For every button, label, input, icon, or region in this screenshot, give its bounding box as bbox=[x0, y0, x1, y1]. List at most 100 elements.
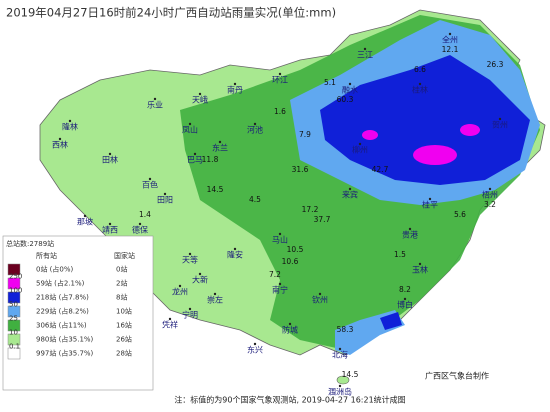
legend-swatch bbox=[7, 319, 21, 332]
rain-amount: 8.2 bbox=[399, 285, 411, 294]
station-dot bbox=[148, 177, 152, 181]
place-name: 贵港 bbox=[402, 230, 418, 240]
place-name: 河池 bbox=[247, 125, 263, 135]
place-name: 天峨 bbox=[192, 95, 208, 105]
station-dot bbox=[253, 342, 257, 346]
station-dot bbox=[233, 247, 237, 251]
rain-area-100 bbox=[362, 130, 378, 140]
place-name: 隆林 bbox=[62, 122, 78, 132]
place-name: 大新 bbox=[192, 275, 208, 285]
legend-national: 2站 bbox=[116, 279, 127, 288]
rain-amount: 4.5 bbox=[249, 195, 261, 204]
station-dot bbox=[363, 47, 367, 51]
place-name: 东兴 bbox=[247, 345, 263, 355]
station-dot bbox=[348, 82, 352, 86]
station-dot bbox=[58, 137, 62, 141]
rain-amount: 5.1 bbox=[324, 78, 336, 87]
legend-national: 8站 bbox=[116, 293, 127, 302]
rain-amount: 12.1 bbox=[442, 45, 459, 54]
station-dot bbox=[253, 122, 257, 126]
place-name: 梧州 bbox=[482, 190, 498, 200]
legend-box bbox=[2, 235, 154, 391]
place-name: 东兰 bbox=[212, 143, 228, 153]
island bbox=[336, 375, 350, 385]
station-dot bbox=[278, 282, 282, 286]
rain-area-100 bbox=[413, 145, 457, 165]
legend-swatch bbox=[7, 347, 21, 360]
legend-all: 997站 (占35.7%) bbox=[36, 349, 94, 358]
place-name: 南宁 bbox=[272, 285, 288, 295]
legend-national: 0站 bbox=[116, 265, 127, 274]
rain-amount: 1.6 bbox=[274, 107, 286, 116]
place-name: 三江 bbox=[357, 51, 373, 60]
place-name: 田阳 bbox=[157, 196, 173, 205]
legend-header: 所有站 bbox=[36, 251, 57, 260]
place-name: 西林 bbox=[52, 140, 68, 150]
station-dot bbox=[403, 297, 407, 301]
place-name: 龙州 bbox=[172, 287, 188, 297]
rain-amount: 1.4 bbox=[139, 210, 151, 219]
station-dot bbox=[408, 227, 412, 231]
rain-amount: 5.6 bbox=[454, 210, 466, 219]
legend-national: 26站 bbox=[116, 335, 132, 344]
legend-swatch bbox=[7, 291, 21, 304]
place-name: 巴马 bbox=[187, 156, 203, 165]
rain-amount: 37.7 bbox=[314, 215, 331, 224]
place-name: 全州 bbox=[442, 35, 458, 45]
place-name: 那坡 bbox=[77, 217, 93, 227]
rain-amount: 7.2 bbox=[269, 270, 281, 279]
rain-amount: 11.8 bbox=[202, 155, 219, 164]
legend-swatch bbox=[7, 333, 21, 346]
legend-swatch bbox=[7, 263, 21, 276]
station-dot bbox=[163, 192, 167, 196]
rain-amount: 60.3 bbox=[337, 95, 354, 104]
legend-all: 306站 (占11%) bbox=[36, 321, 87, 330]
station-dot bbox=[188, 252, 192, 256]
legend-swatch bbox=[7, 305, 21, 318]
place-name: 环江 bbox=[272, 76, 288, 85]
station-dot bbox=[138, 222, 142, 226]
rain-amount: 14.5 bbox=[342, 370, 359, 379]
place-name: 百色 bbox=[142, 180, 158, 190]
place-name: 博白 bbox=[397, 300, 413, 310]
legend-total: 总站数:2789站 bbox=[6, 239, 54, 248]
legend-all: 0站 (占0%) bbox=[36, 265, 74, 274]
legend-header: 国家站 bbox=[114, 251, 135, 260]
place-name: 柳州 bbox=[352, 145, 368, 155]
legend-threshold: 50 bbox=[9, 301, 18, 309]
place-name: 马山 bbox=[272, 235, 288, 245]
station-dot bbox=[348, 187, 352, 191]
place-name: 凭祥 bbox=[162, 320, 178, 330]
rain-amount: 10.6 bbox=[282, 257, 299, 266]
station-dot bbox=[218, 140, 222, 144]
station-dot bbox=[318, 292, 322, 296]
rain-area-50 bbox=[320, 55, 530, 185]
rain-area-100 bbox=[460, 124, 480, 136]
rain-amount: 42.7 bbox=[372, 165, 389, 174]
station-dot bbox=[108, 152, 112, 156]
legend-all: 980站 (占35.1%) bbox=[36, 335, 94, 344]
place-name: 玉林 bbox=[412, 265, 428, 275]
legend-national: 16站 bbox=[116, 321, 132, 330]
credit: 广西区气象台制作 bbox=[425, 371, 489, 381]
rain-amount: 3.2 bbox=[484, 200, 496, 209]
station-dot bbox=[193, 152, 197, 156]
station-dot bbox=[338, 384, 342, 388]
legend-all: 59站 (占2.1%) bbox=[36, 279, 85, 288]
station-dot bbox=[358, 142, 362, 146]
place-name: 宁明 bbox=[182, 310, 198, 320]
legend-threshold: 100 bbox=[9, 287, 22, 295]
place-name: 来宾 bbox=[342, 190, 358, 200]
station-dot bbox=[418, 82, 422, 86]
station-dot bbox=[213, 292, 217, 296]
rain-amount: 17.2 bbox=[302, 205, 319, 214]
place-name: 南丹 bbox=[227, 85, 243, 95]
rain-amount: 58.3 bbox=[337, 325, 354, 334]
rain-amount: 10.5 bbox=[287, 245, 304, 254]
station-dot bbox=[198, 272, 202, 276]
place-name: 德保 bbox=[132, 225, 148, 235]
station-dot bbox=[488, 187, 492, 191]
place-name: 融水 bbox=[342, 85, 358, 95]
legend-swatch bbox=[7, 277, 21, 290]
